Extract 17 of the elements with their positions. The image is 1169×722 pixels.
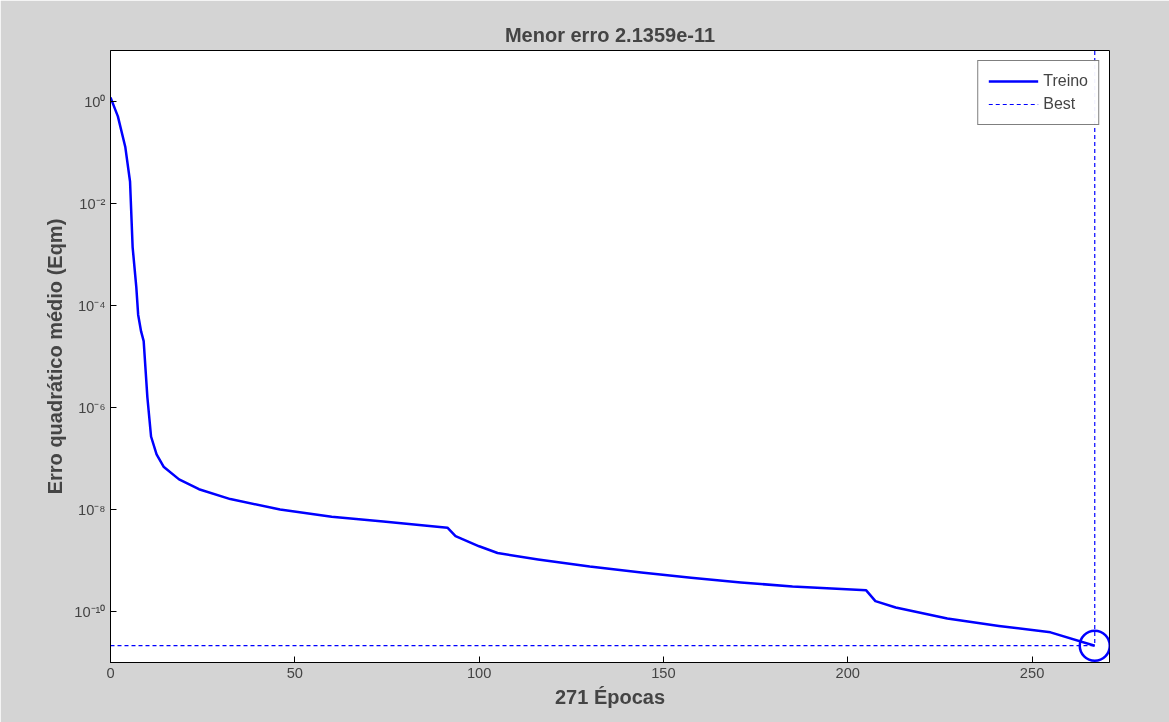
x-tick-label: 200	[835, 664, 861, 681]
x-tick-label: 0	[106, 664, 115, 681]
x-tick-label: 50	[286, 664, 303, 681]
y-tick-label: 10⁻¹⁰	[74, 603, 106, 620]
x-tick-label: 100	[466, 664, 492, 681]
legend-label: Best	[1043, 95, 1076, 113]
x-tick-label: 150	[651, 664, 676, 681]
x-tick-label: 250	[1019, 664, 1045, 681]
chart-title: Menor erro 2.1359e-11	[504, 23, 716, 46]
y-tick-label: 10⁻⁴	[77, 297, 106, 314]
legend-label: Treino	[1043, 72, 1088, 90]
y-tick-label: 10⁻²	[79, 195, 106, 212]
y-tick-label: 10⁰	[84, 93, 106, 110]
x-axis-title: 271 Épocas	[554, 685, 666, 708]
y-tick-label: 10⁻⁸	[78, 501, 106, 518]
y-axis-title: Erro quadrático médio (Eqm)	[44, 218, 67, 495]
y-tick-label: 10⁻⁶	[78, 399, 106, 416]
